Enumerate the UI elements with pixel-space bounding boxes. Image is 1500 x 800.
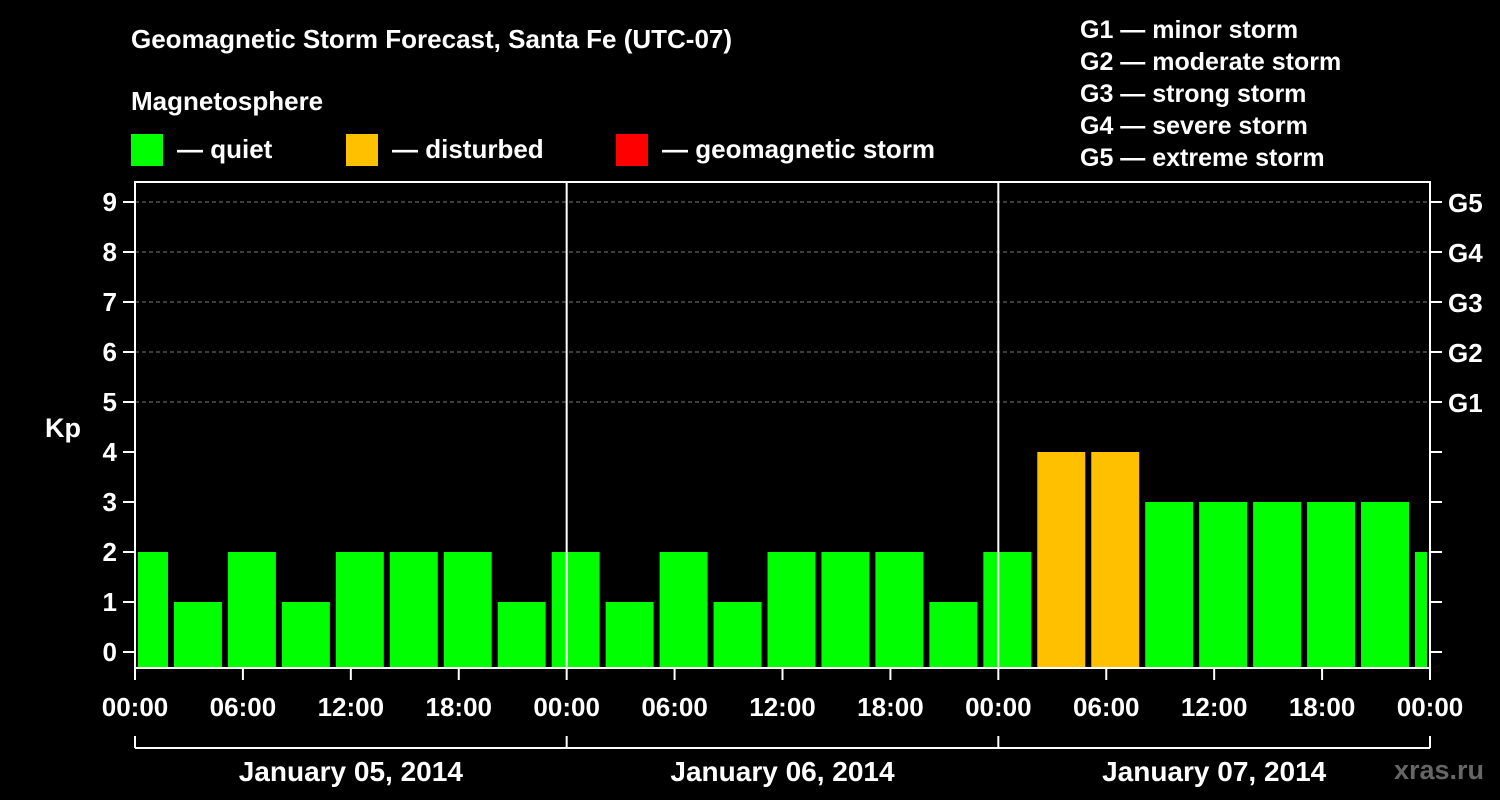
legend-label-quiet: — quiet (177, 134, 273, 164)
legend-label-disturbed: — disturbed (392, 134, 544, 164)
legend-swatch-quiet (131, 134, 163, 166)
kp-bar (1307, 502, 1356, 668)
x-tick-label: 00:00 (1397, 692, 1464, 722)
kp-bar (138, 552, 168, 668)
kp-bar (1361, 502, 1410, 668)
x-tick-label: 12:00 (318, 692, 385, 722)
kp-bar (1415, 552, 1427, 668)
y-tick-label: 4 (103, 437, 118, 467)
kp-bar (443, 552, 492, 668)
y-tick-label: 2 (103, 537, 117, 567)
legend-swatch-storm (616, 134, 648, 166)
g-level-label: G3 (1448, 288, 1483, 318)
kp-bar (173, 602, 222, 668)
kp-bar (1253, 502, 1302, 668)
kp-bar (713, 602, 762, 668)
g-scale-legend: G1 — minor storm G2 — moderate storm G3 … (1080, 14, 1341, 174)
x-tick-label: 18:00 (1289, 692, 1356, 722)
g-scale-item-g1: G1 — minor storm (1080, 16, 1299, 44)
legend-label-storm: — geomagnetic storm (662, 134, 936, 164)
g-level-label: G1 (1448, 388, 1483, 418)
y-tick-label: 6 (103, 337, 117, 367)
g-level-label: G2 (1448, 338, 1483, 368)
x-tick-label: 00:00 (965, 692, 1032, 722)
y-tick-label: 1 (103, 587, 117, 617)
kp-bar (1037, 452, 1086, 668)
kp-bar (227, 552, 276, 668)
g-scale-item-g2: G2 — moderate storm (1080, 48, 1342, 76)
kp-bar (551, 552, 600, 668)
y-tick-label: 5 (103, 387, 117, 417)
kp-bar (605, 602, 654, 668)
legend-swatch-disturbed (346, 134, 378, 166)
page-title: Geomagnetic Storm Forecast, Santa Fe (UT… (131, 24, 733, 54)
kp-bar (1091, 452, 1140, 668)
g-scale-item-g5: G5 — extreme storm (1080, 144, 1325, 172)
g-level-label: G5 (1448, 188, 1483, 218)
y-tick-label: 3 (103, 487, 117, 517)
x-tick-label: 06:00 (1073, 692, 1140, 722)
y-tick-label: 0 (103, 637, 117, 667)
y-tick-label: 9 (103, 187, 117, 217)
kp-bar (929, 602, 978, 668)
kp-bar (497, 602, 546, 668)
y-tick-label: 7 (103, 287, 117, 317)
x-tick-label: 00:00 (102, 692, 169, 722)
kp-bar (821, 552, 870, 668)
x-tick-label: 12:00 (1181, 692, 1248, 722)
x-tick-label: 06:00 (641, 692, 708, 722)
y-tick-label: 8 (103, 237, 117, 267)
kp-bar (983, 552, 1032, 668)
x-tick-label: 18:00 (857, 692, 924, 722)
y-axis-label: Kp (45, 413, 81, 443)
watermark: xras.ru (1393, 755, 1484, 785)
kp-bar (389, 552, 438, 668)
kp-bar (281, 602, 330, 668)
x-tick-label: 12:00 (749, 692, 816, 722)
day-label: January 06, 2014 (670, 756, 895, 787)
day-label: January 07, 2014 (1102, 756, 1327, 787)
kp-bar (659, 552, 708, 668)
kp-bar (335, 552, 384, 668)
kp-bar (1145, 502, 1194, 668)
x-tick-label: 00:00 (533, 692, 600, 722)
x-tick-label: 06:00 (210, 692, 277, 722)
g-scale-item-g3: G3 — strong storm (1080, 80, 1307, 108)
day-label: January 05, 2014 (239, 756, 464, 787)
g-scale-item-g4: G4 — severe storm (1080, 112, 1308, 140)
g-level-label: G4 (1448, 238, 1483, 268)
kp-bar (1199, 502, 1248, 668)
kp-bar (767, 552, 816, 668)
kp-bar (875, 552, 924, 668)
x-tick-label: 18:00 (426, 692, 493, 722)
chart-subtitle: Magnetosphere (131, 86, 324, 116)
